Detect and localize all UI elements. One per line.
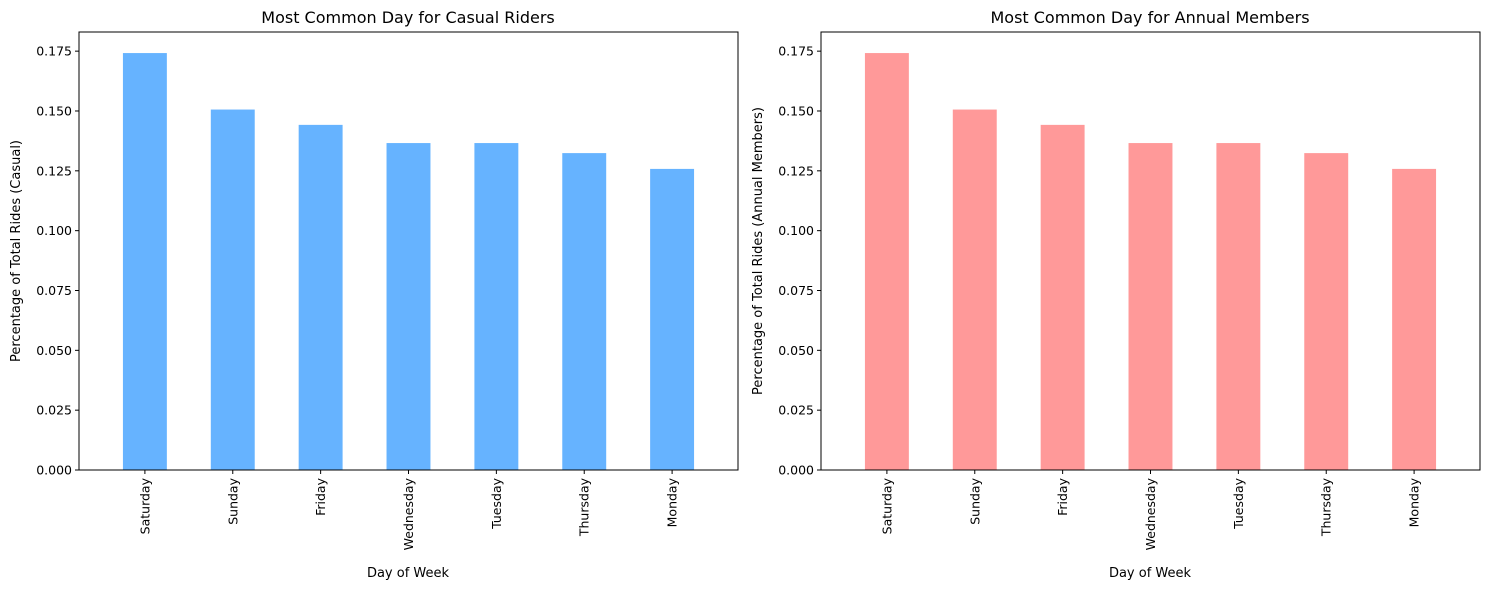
plot-area-frame: [78, 31, 739, 471]
bar-group: [122, 53, 695, 471]
x-axis: Saturday Sunday Friday Wednesday Tuesday Thur…: [137, 470, 680, 550]
x-tick-label: Wednesday: [401, 477, 416, 550]
bar-tuesday: [1216, 143, 1261, 470]
bar-monday: [650, 168, 695, 470]
y-tick-label: 0.125: [778, 163, 814, 178]
y-tick-label: 0.175: [36, 44, 72, 59]
bar-friday: [298, 124, 343, 471]
x-tick-label: Saturday: [879, 477, 894, 534]
bar-sunday: [952, 109, 997, 471]
x-tick-label: Thursday: [1319, 477, 1334, 537]
x-tick-label: Saturday: [137, 477, 152, 534]
plot-area-frame: [820, 31, 1481, 471]
y-tick-label: 0.050: [36, 343, 72, 358]
y-tick-label: 0.050: [778, 343, 814, 358]
y-tick-label: 0.150: [778, 103, 814, 118]
bar-tuesday: [474, 143, 519, 470]
y-tick-label: 0.025: [36, 403, 72, 418]
chart-title: Most Common Day for Annual Members: [990, 8, 1309, 27]
y-tick-label: 0.150: [36, 103, 72, 118]
x-axis-label: Day of Week: [367, 566, 450, 581]
bar-friday: [1040, 124, 1085, 471]
x-tick-label: Sunday: [225, 477, 240, 524]
x-tick-label: Monday: [665, 477, 680, 527]
y-axis-label: Percentage of Total Rides (Annual Member…: [751, 107, 766, 395]
x-axis: Saturday Sunday Friday Wednesday Tuesday Thur…: [879, 470, 1422, 550]
x-tick-label: Tuesday: [489, 477, 504, 529]
x-tick-label: Tuesday: [1231, 477, 1246, 529]
y-tick-label: 0.125: [36, 163, 72, 178]
y-axis: 0.000 0.025 0.050 0.075 0.100 0.125 0.150 0.175: [36, 44, 79, 478]
y-tick-label: 0.000: [36, 463, 72, 478]
x-tick-label: Thursday: [577, 477, 592, 537]
y-tick-label: 0.100: [778, 223, 814, 238]
bar-monday: [1392, 168, 1437, 470]
chart-casual-riders: Most Common Day for Casual Riders 0.0000…: [9, 8, 739, 581]
y-tick-label: 0.075: [778, 283, 814, 298]
x-tick-label: Sunday: [967, 477, 982, 524]
y-tick-label: 0.075: [36, 283, 72, 298]
bar-sunday: [210, 109, 255, 471]
bar-group: [864, 53, 1437, 471]
y-tick-label: 0.025: [778, 403, 814, 418]
chart-title: Most Common Day for Casual Riders: [261, 8, 554, 27]
x-tick-label: Friday: [1055, 477, 1070, 515]
y-tick-label: 0.175: [778, 44, 814, 59]
x-tick-label: Monday: [1407, 477, 1422, 527]
bar-wednesday: [386, 143, 431, 470]
x-tick-label: Friday: [313, 477, 328, 515]
y-axis: 0.000 0.025 0.050 0.075 0.100 0.125 0.150 0.175: [778, 44, 821, 478]
bar-wednesday: [1128, 143, 1173, 470]
y-axis-label: Percentage of Total Rides (Casual): [9, 140, 24, 362]
bar-thursday: [1304, 153, 1349, 471]
bar-saturday: [122, 53, 167, 471]
bar-saturday: [864, 53, 909, 471]
y-tick-label: 0.000: [778, 463, 814, 478]
chart-annual-members: Most Common Day for Annual Members 0.000…: [751, 8, 1481, 581]
x-tick-label: Wednesday: [1143, 477, 1158, 550]
y-tick-label: 0.100: [36, 223, 72, 238]
bar-thursday: [562, 153, 607, 471]
x-axis-label: Day of Week: [1109, 566, 1192, 581]
